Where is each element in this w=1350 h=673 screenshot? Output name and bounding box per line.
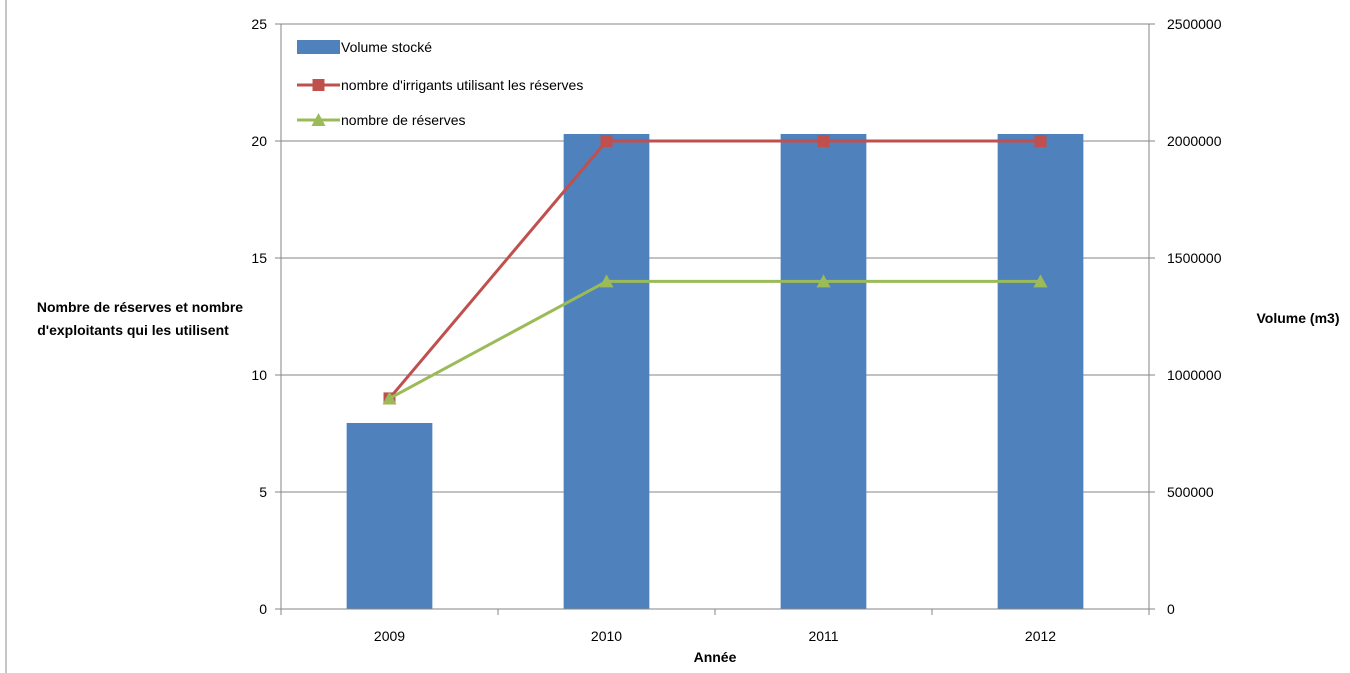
- right-tick-label: 1500000: [1167, 250, 1222, 266]
- left-tick-label: 5: [259, 484, 267, 500]
- x-axis-title: Année: [694, 649, 737, 665]
- square-marker: [817, 135, 830, 147]
- legend: Volume stocké nombre d'irrigants utilisan…: [297, 39, 583, 128]
- legend-label: Volume stocké: [341, 39, 432, 55]
- bar: [997, 133, 1084, 610]
- y-axis-title-line: Nombre de réserves et nombre: [37, 299, 243, 315]
- triangle-marker: [382, 391, 397, 405]
- left-tick-label: 15: [251, 250, 267, 266]
- legend-label: nombre de réserves: [341, 112, 466, 128]
- bar: [346, 422, 433, 609]
- square-marker: [600, 135, 613, 147]
- left-tick-label: 0: [259, 601, 267, 617]
- right-tick-label: 2000000: [1167, 133, 1222, 149]
- left-tick-label: 25: [251, 16, 267, 32]
- x-tick-label: 2012: [1025, 628, 1056, 644]
- square-marker: [312, 79, 325, 91]
- left-tick-label: 10: [251, 367, 267, 383]
- bar: [563, 133, 650, 610]
- square-marker: [1034, 135, 1047, 147]
- x-tick-label: 2009: [374, 628, 405, 644]
- axes: 0 5 10 15 20 25 0 500000 1000000 1500000 2000000 25…: [251, 16, 1221, 644]
- right-tick-label: 500000: [1167, 484, 1214, 500]
- right-tick-label: 2500000: [1167, 16, 1222, 32]
- triangle-marker: [311, 113, 326, 126]
- triangle-marker: [816, 274, 831, 288]
- triangle-marker: [1033, 274, 1048, 288]
- x-tick-label: 2010: [591, 628, 622, 644]
- bar: [780, 133, 867, 610]
- right-tick-label: 1000000: [1167, 367, 1222, 383]
- right-tick-label: 0: [1167, 601, 1175, 617]
- lines: [382, 135, 1048, 405]
- series-line: [388, 139, 1041, 400]
- legend-label: nombre d'irrigants utilisant les réserve…: [341, 77, 583, 93]
- legend-swatch: [297, 40, 340, 54]
- bars: [346, 133, 1084, 610]
- y-axis-title-line: d'exploitants qui les utilisent: [37, 322, 229, 338]
- y2-axis-title: Volume (m3): [1257, 310, 1340, 326]
- triangle-marker: [599, 274, 614, 288]
- axis-labels: Année Nombre de réserves et nombre d'explo…: [37, 299, 1340, 665]
- x-tick-label: 2011: [808, 628, 838, 644]
- series-line: [388, 279, 1041, 400]
- left-tick-label: 20: [251, 133, 267, 149]
